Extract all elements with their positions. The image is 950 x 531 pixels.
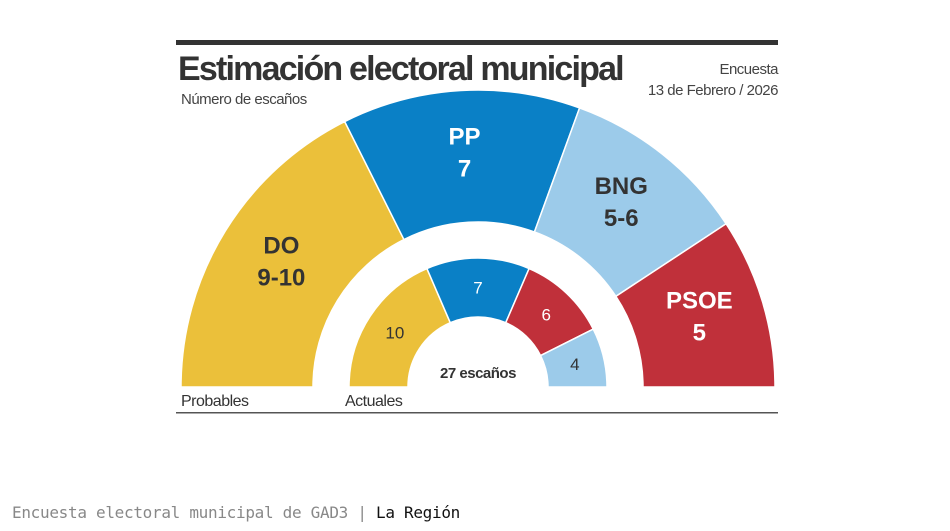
caption-source[interactable]: La Región	[376, 503, 460, 522]
party-label-do: DO	[263, 233, 299, 260]
segment-probables-do	[180, 120, 405, 388]
seat-chart: Estimación electoral municipal Número de…	[176, 40, 780, 414]
seats-label-bng: 5-6	[604, 205, 639, 232]
segment-actuales-bng	[539, 328, 608, 388]
current-seats-label-psoe: 6	[542, 306, 551, 325]
current-seats-label-pp: 7	[473, 279, 482, 298]
survey-label: Encuesta	[719, 61, 779, 78]
image-caption: Encuesta electoral municipal de GAD3 | L…	[12, 503, 460, 522]
survey-date: 13 de Febrero / 2026	[648, 82, 778, 99]
seats-label-do: 9-10	[257, 265, 305, 292]
segment-probables-psoe	[614, 222, 776, 388]
top-rule	[176, 40, 778, 45]
current-seats-label-bng: 4	[570, 355, 579, 374]
ring-label-actuales: Actuales	[345, 393, 403, 410]
chart-title: Estimación electoral municipal	[178, 50, 623, 88]
party-label-bng: BNG	[595, 173, 648, 200]
current-seats-label-do: 10	[385, 323, 404, 342]
seats-label-psoe: 5	[693, 320, 706, 347]
baseline	[176, 412, 778, 414]
party-label-psoe: PSOE	[666, 288, 733, 315]
ring-label-probables: Probables	[181, 393, 249, 410]
seats-label-pp: 7	[458, 155, 471, 182]
total-seats-label: 27 escaños	[440, 365, 516, 382]
chart-subtitle: Número de escaños	[181, 91, 307, 108]
party-label-pp: PP	[449, 123, 481, 150]
caption-text: Encuesta electoral municipal de GAD3 |	[12, 503, 367, 522]
